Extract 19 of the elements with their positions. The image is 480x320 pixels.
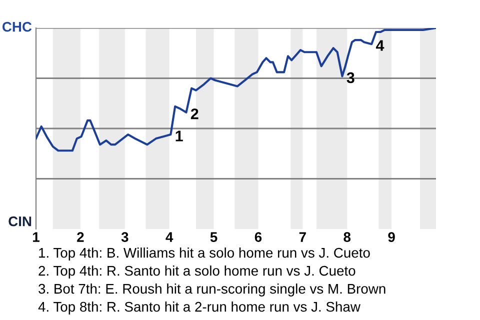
annotation: 4 bbox=[376, 40, 384, 51]
x-tick-label: 9 bbox=[388, 232, 395, 242]
text: 3. Bot 7th: E. Roush hit a run-scoring single vs M. Brown bbox=[38, 284, 386, 296]
annotation: 2 bbox=[190, 108, 198, 120]
annotation: 1 bbox=[176, 130, 183, 142]
x-tick-label: 8 bbox=[344, 232, 351, 242]
text: 1. Top 4th: B. Williams hit a solo home run vs J. Cueto bbox=[39, 248, 370, 260]
text: 4. Top 8th: R. Santo hit a 2-run home run vs J. Shaw bbox=[38, 302, 360, 314]
annotation: 3 bbox=[346, 72, 354, 84]
x-tick-label: 2 bbox=[77, 232, 84, 242]
x-tick-label: 5 bbox=[210, 232, 218, 242]
x-tick-label: 1 bbox=[33, 232, 40, 242]
x-tick-label: 4 bbox=[166, 232, 174, 242]
text: CHC bbox=[2, 22, 32, 32]
x-tick-label: 3 bbox=[121, 232, 128, 242]
x-tick-label: 7 bbox=[299, 232, 306, 242]
x-tick-label: 6 bbox=[254, 232, 262, 242]
text: 2. Top 4th: R. Santo hit a solo home run vs J. Cueto bbox=[38, 266, 356, 278]
text: CIN bbox=[8, 216, 32, 226]
